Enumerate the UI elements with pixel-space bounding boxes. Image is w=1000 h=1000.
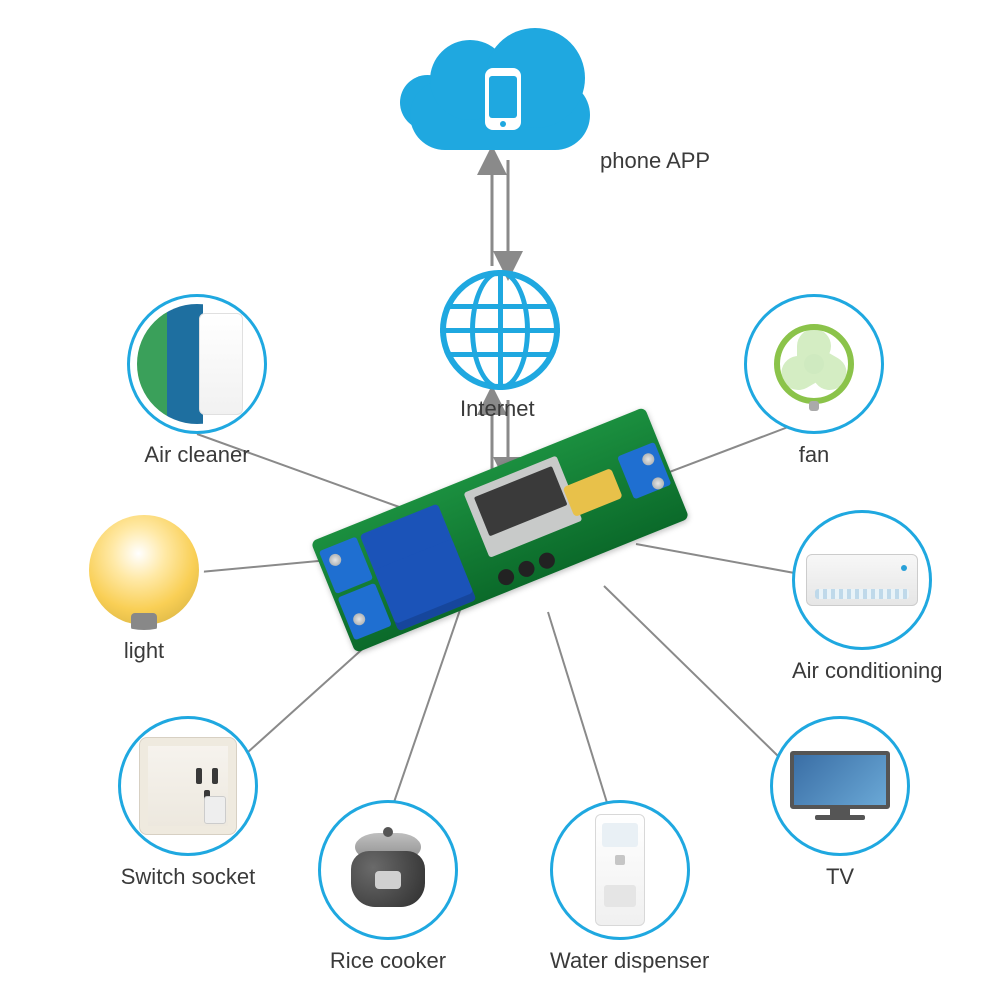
- device-switch-socket: Switch socket: [118, 716, 258, 890]
- device-air-conditioning: Air conditioning: [792, 510, 942, 684]
- device-water-dispenser: Water dispenser: [550, 800, 709, 974]
- wifi-relay-module: [311, 407, 690, 653]
- internet-label: Internet: [460, 396, 535, 422]
- device-fan: fan: [744, 294, 884, 468]
- device-tv: TV: [770, 716, 910, 890]
- rice-cooker-icon: [345, 827, 431, 913]
- device-rice-cooker: Rice cooker: [318, 800, 458, 974]
- light-icon: [89, 515, 199, 625]
- air-conditioning-label: Air conditioning: [792, 658, 942, 684]
- water-dispenser-label: Water dispenser: [550, 948, 709, 974]
- air-cleaner-label: Air cleaner: [127, 442, 267, 468]
- air-conditioning-icon: [806, 554, 918, 606]
- fan-label: fan: [744, 442, 884, 468]
- internet-icon: [440, 270, 560, 390]
- rice-cooker-label: Rice cooker: [318, 948, 458, 974]
- switch-socket-label: Switch socket: [118, 864, 258, 890]
- tv-icon: [790, 751, 890, 821]
- cloud-label: phone APP: [600, 148, 710, 174]
- socket-icon: [139, 737, 237, 835]
- air-cleaner-icon: [137, 304, 257, 424]
- water-dispenser-icon: [595, 814, 645, 926]
- fan-icon: [769, 319, 859, 409]
- device-light: light: [84, 510, 204, 664]
- device-air-cleaner: Air cleaner: [127, 294, 267, 468]
- diagram-stage: phone APP Internet Air cleaner light: [0, 0, 1000, 1000]
- cloud-icon: [390, 30, 610, 160]
- light-label: light: [84, 638, 204, 664]
- tv-label: TV: [770, 864, 910, 890]
- phone-icon: [485, 68, 521, 130]
